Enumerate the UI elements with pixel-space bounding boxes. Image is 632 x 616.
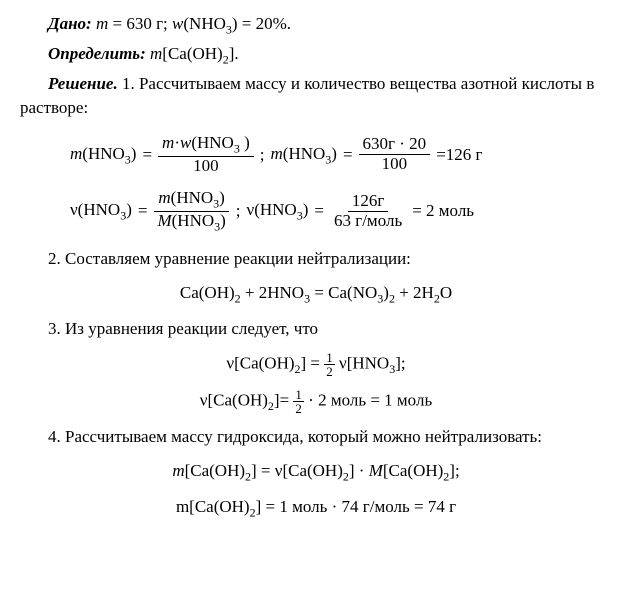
f2-frac1: m(HNO3) M(HNO3) [153,189,229,233]
f1-eq2: = [343,143,353,167]
f1-frac1: m·w(HNO3 ) 100 [158,134,254,175]
half-frac-2: 1 2 [293,388,304,415]
given-mass-val: = 630 г; [108,14,172,33]
given-w-val: ) = 20%. [232,14,291,33]
given-label: Дано: [48,14,92,33]
given-mass-var: m [96,14,108,33]
f2-eq1: = [138,199,148,223]
determine-label: Определить: [48,44,146,63]
step3-eq1: ν[Ca(OH)2] = 1 2 ν[HNO3]; [20,351,612,378]
f2-result: = 2 моль [412,199,474,223]
step2-text: 2. Составляем уравнение реакции нейтрали… [20,247,612,271]
given-line: Дано: m = 630 г; w(NHO3) = 20%. [20,12,612,38]
step2-equation: Ca(OH)2 + 2HNO3 = Ca(NO3)2 + 2H2O [20,281,612,307]
determine-end: ]. [229,44,239,63]
f1-lhs1: m(HNO3) [70,142,136,168]
f2-nu2: ν(HNO3) [247,198,309,224]
step3-text: 3. Из уравнения реакции следует, что [20,317,612,341]
step3-eq2: ν[Ca(OH)2]= 1 2 · 2 моль = 1 моль [20,388,612,415]
half-frac-1: 1 2 [324,351,335,378]
f1-lhs2: m(HNO3) [271,142,337,168]
determine-formula: [Ca(OH) [162,44,222,63]
f2-semi: ; [236,199,241,223]
f1-eq1: = [142,143,152,167]
step4-text: 4. Рассчитываем массу гидроксида, которы… [20,425,612,449]
f2-frac2: 126г 63 г/моль [330,192,406,230]
given-w-var: w [172,14,183,33]
f2-eq2: = [314,199,324,223]
step4-eq2: m[Ca(OH)2] = 1 моль · 74 г/моль = 74 г [20,495,612,521]
f1-result: =126 г [436,143,482,167]
step4-eq1: m[Ca(OH)2] = ν[Ca(OH)2] · M[Ca(OH)2]; [20,459,612,485]
determine-m: m [150,44,162,63]
f2-nu1: ν(HNO3) [70,198,132,224]
solution-label: Решение. [48,74,118,93]
f1-frac2: 630г · 20 100 [359,135,431,173]
formula-mass-row: m(HNO3) = m·w(HNO3 ) 100 ; m(HNO3) = 630… [20,134,612,175]
formula-nu-row: ν(HNO3) = m(HNO3) M(HNO3) ; ν(HNO3) = 12… [20,189,612,233]
determine-line: Определить: m[Ca(OH)2]. [20,42,612,68]
given-w-formula: (NHO [183,14,226,33]
solution-line: Решение. 1. Рассчитываем массу и количес… [20,72,612,120]
f1-semi: ; [260,143,265,167]
